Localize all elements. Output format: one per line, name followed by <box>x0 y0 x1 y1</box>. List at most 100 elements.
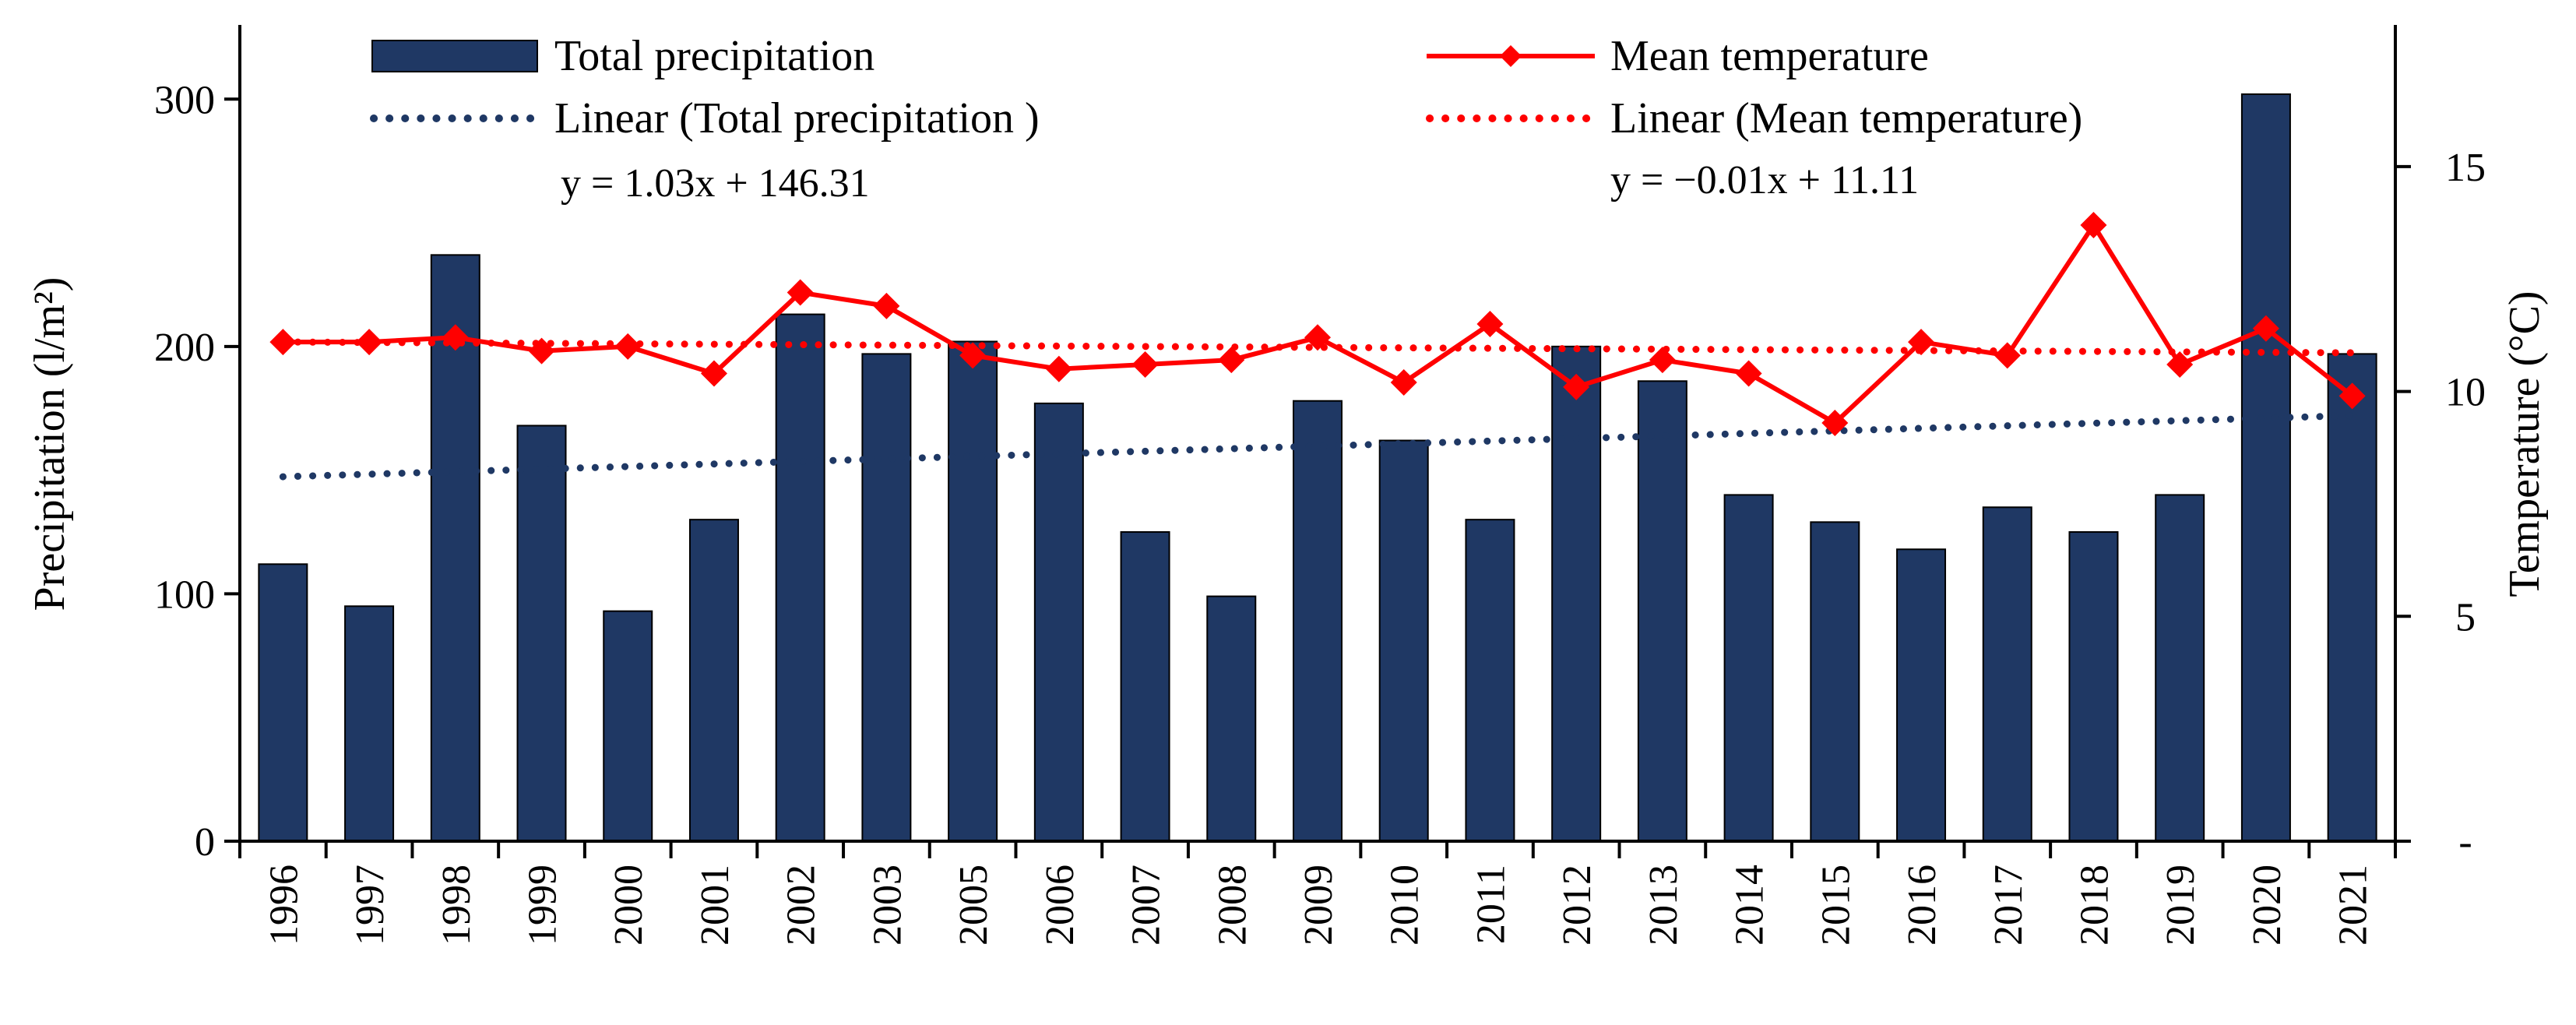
bar-2008 <box>1206 595 1257 842</box>
bar-2012 <box>1551 345 1602 842</box>
x-tick-label-2015: 2015 <box>1814 865 1858 946</box>
bar-2020 <box>2240 93 2291 843</box>
temp-trend-equation: y = −0.01x + 11.11 <box>1610 158 1919 203</box>
temp-marker-2011 <box>1476 310 1504 337</box>
bar-2017 <box>1982 506 2032 842</box>
temp-marker-2008 <box>1218 347 1245 374</box>
temp-marker-2001 <box>700 360 727 387</box>
y-tick-label-0: 0 <box>195 820 215 865</box>
axes <box>224 25 2411 858</box>
x-tick-label-2016: 2016 <box>1900 865 1944 946</box>
legend-label-precipitation: Total precipitation <box>554 32 875 80</box>
temp-marker-1998 <box>442 324 469 351</box>
x-tick-label-1999: 1999 <box>521 865 565 946</box>
temp-marker-2000 <box>614 333 642 360</box>
precip-trend-equation: y = 1.03x + 146.31 <box>561 161 870 206</box>
bar-2002 <box>775 313 825 842</box>
bar-2001 <box>688 519 739 842</box>
x-tick-label-2014: 2014 <box>1728 865 1772 946</box>
x-tick-label-2021: 2021 <box>2331 865 2376 946</box>
y-tick-label-200: 200 <box>154 326 215 370</box>
x-tick-label-2007: 2007 <box>1124 865 1169 946</box>
y2-tick-label-10: 10 <box>2445 371 2486 415</box>
bar-2010 <box>1378 439 1429 842</box>
y2-tick-label-0: - <box>2458 820 2472 865</box>
x-tick-label-2000: 2000 <box>607 865 651 946</box>
temp-marker-2021 <box>2338 382 2366 410</box>
temp-marker-2014 <box>1735 360 1762 387</box>
x-tick-label-2010: 2010 <box>1383 865 1427 946</box>
temperature-series <box>269 211 2366 437</box>
bar-1997 <box>344 605 395 842</box>
bar-2013 <box>1637 380 1687 842</box>
bar-2005 <box>948 340 998 843</box>
bar-1998 <box>430 254 480 842</box>
temperature-line <box>283 222 2354 426</box>
temp-marker-2010 <box>1390 369 1417 396</box>
legend-label-temperature: Mean temperature <box>1610 32 1929 80</box>
x-tick-label-1997: 1997 <box>348 865 392 946</box>
x-tick-label-2001: 2001 <box>693 865 737 946</box>
bar-2007 <box>1120 531 1170 842</box>
bar-2014 <box>1723 494 1774 842</box>
bar-2006 <box>1033 402 1084 842</box>
x-tick-label-2006: 2006 <box>1038 865 1082 946</box>
temp-marker-2006 <box>1045 355 1072 382</box>
bar-2011 <box>1465 519 1515 842</box>
x-tick-label-2013: 2013 <box>1642 865 1686 946</box>
precip-trendline <box>279 412 2356 481</box>
legend-marker-temperature <box>1500 45 1522 67</box>
temp-marker-2005 <box>959 342 987 369</box>
x-tick-label-2018: 2018 <box>2072 865 2117 946</box>
x-tick-label-2003: 2003 <box>865 865 910 946</box>
legend-swatch-precipitation <box>371 40 538 72</box>
temp-marker-2016 <box>1908 329 1935 356</box>
bar-2015 <box>1810 521 1860 842</box>
bar-2021 <box>2327 353 2377 843</box>
temp-marker-2018 <box>2080 211 2107 238</box>
y2-axis-title: Temperature (°C) <box>2500 291 2549 597</box>
bar-2003 <box>861 353 912 843</box>
bar-2018 <box>2068 531 2119 842</box>
y2-tick-label-5: 5 <box>2455 595 2476 639</box>
x-tick-label-1998: 1998 <box>435 865 479 946</box>
precipitation-bars <box>258 93 2377 843</box>
temp-marker-2020 <box>2252 315 2279 342</box>
x-tick-label-2017: 2017 <box>1987 865 2031 946</box>
x-tick-label-2012: 2012 <box>1555 865 1599 946</box>
tick-labels: 0 100 200 300 - 5 10 15 1996 1997 1998 1999 2000 2001… <box>154 78 2486 946</box>
bar-2000 <box>603 610 653 842</box>
x-tick-label-2002: 2002 <box>779 865 824 946</box>
bar-1996 <box>258 563 308 842</box>
y-tick-label-300: 300 <box>154 78 215 122</box>
bar-2016 <box>1896 548 1947 842</box>
temp-marker-2017 <box>1994 342 2021 369</box>
x-tick-label-2011: 2011 <box>1469 865 1513 944</box>
bar-2019 <box>2155 494 2205 842</box>
temp-marker-2013 <box>1649 347 1676 374</box>
y2-tick-label-15: 15 <box>2445 146 2486 190</box>
legend-label-precip-trend: Linear (Total precipitation ) <box>554 94 1040 143</box>
x-tick-label-2019: 2019 <box>2159 865 2203 946</box>
bar-1999 <box>516 424 567 842</box>
temp-marker-2015 <box>1821 410 1849 437</box>
legend: Total precipitation Linear (Total precip… <box>370 32 2082 206</box>
bar-2009 <box>1293 400 1343 842</box>
x-tick-label-2009: 2009 <box>1297 865 1341 946</box>
temp-marker-2007 <box>1131 350 1159 378</box>
x-tick-label-2005: 2005 <box>952 865 996 946</box>
temp-marker-1996 <box>269 329 297 356</box>
temp-marker-2012 <box>1563 373 1590 400</box>
x-tick-label-2008: 2008 <box>1210 865 1255 946</box>
temp-marker-1999 <box>528 337 555 365</box>
x-tick-label-2020: 2020 <box>2245 865 2289 946</box>
x-tick-label-1996: 1996 <box>262 865 306 946</box>
temp-marker-2002 <box>787 279 814 306</box>
temp-marker-2019 <box>2166 350 2194 378</box>
temp-marker-2009 <box>1304 324 1331 351</box>
y-axis-title: Precipitation (l/m²) <box>26 277 74 611</box>
temp-marker-2003 <box>873 292 900 319</box>
y-tick-label-100: 100 <box>154 572 215 617</box>
legend-label-temp-trend: Linear (Mean temperature) <box>1610 94 2082 143</box>
